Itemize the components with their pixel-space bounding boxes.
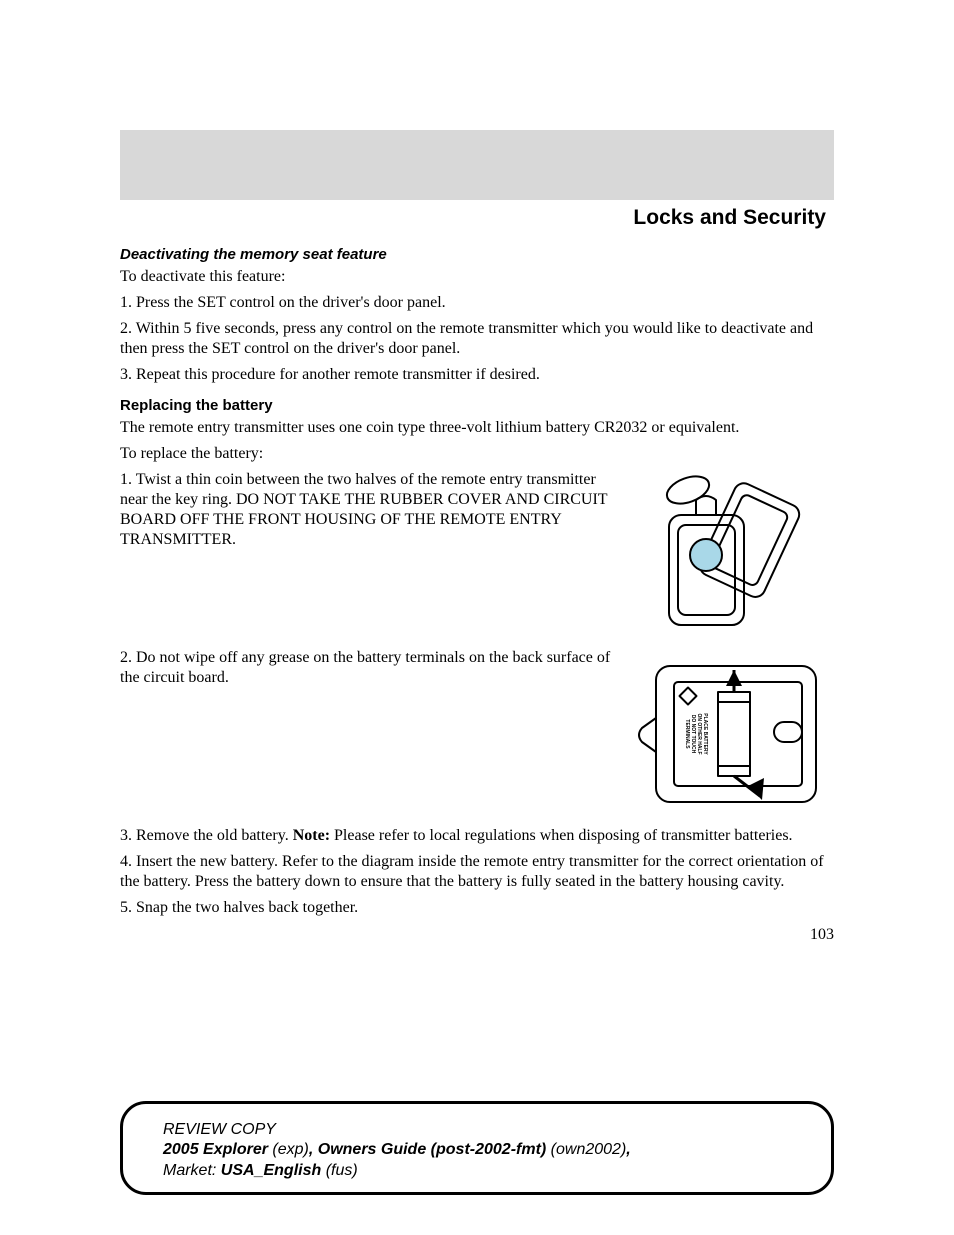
footer-box: REVIEW COPY 2005 Explorer (exp), Owners …: [120, 1101, 834, 1195]
footer-line2: 2005 Explorer (exp), Owners Guide (post-…: [163, 1140, 801, 1161]
memory-seat-heading: Deactivating the memory seat feature: [120, 246, 834, 263]
battery-step3-note: Note:: [293, 827, 330, 844]
memory-seat-step1: 1. Press the SET control on the driver's…: [120, 293, 834, 313]
keyfob-open-diagram: [634, 470, 834, 640]
section-title: Locks and Security: [120, 206, 834, 230]
footer-market: USA_English: [221, 1162, 321, 1179]
battery-step2: 2. Do not wipe off any grease on the bat…: [120, 648, 616, 688]
battery-step3-post: Please refer to local regulations when d…: [330, 827, 793, 844]
footer-guide: , Owners Guide (post-2002-fmt): [309, 1141, 546, 1158]
footer-own: (own2002): [546, 1141, 626, 1158]
circuit-board-diagram: PLACE BATTERY ON OTHER HALF DO NOT TOUCH…: [634, 648, 834, 818]
memory-seat-intro: To deactivate this feature:: [120, 267, 834, 287]
memory-seat-step3: 3. Repeat this procedure for another rem…: [120, 365, 834, 385]
battery-intro: The remote entry transmitter uses one co…: [120, 418, 834, 438]
footer-comma: ,: [626, 1141, 630, 1158]
footer-review-copy: REVIEW COPY: [163, 1120, 801, 1141]
battery-step4: 4. Insert the new battery. Refer to the …: [120, 852, 834, 892]
footer-exp: (exp): [268, 1141, 309, 1158]
header-band: [120, 130, 834, 200]
footer-model: 2005 Explorer: [163, 1141, 268, 1158]
footer-line3: Market: USA_English (fus): [163, 1161, 801, 1182]
battery-to-replace: To replace the battery:: [120, 444, 834, 464]
battery-heading: Replacing the battery: [120, 397, 834, 414]
footer-fus: (fus): [321, 1162, 357, 1179]
footer-market-pre: Market:: [163, 1162, 221, 1179]
svg-text:TERMINALS: TERMINALS: [684, 719, 690, 749]
battery-step5: 5. Snap the two halves back together.: [120, 898, 834, 918]
page-number: 103: [120, 926, 834, 944]
battery-step3-pre: 3. Remove the old battery.: [120, 827, 293, 844]
battery-step3: 3. Remove the old battery. Note: Please …: [120, 826, 834, 846]
battery-step1: 1. Twist a thin coin between the two hal…: [120, 470, 616, 550]
memory-seat-step2: 2. Within 5 five seconds, press any cont…: [120, 319, 834, 359]
